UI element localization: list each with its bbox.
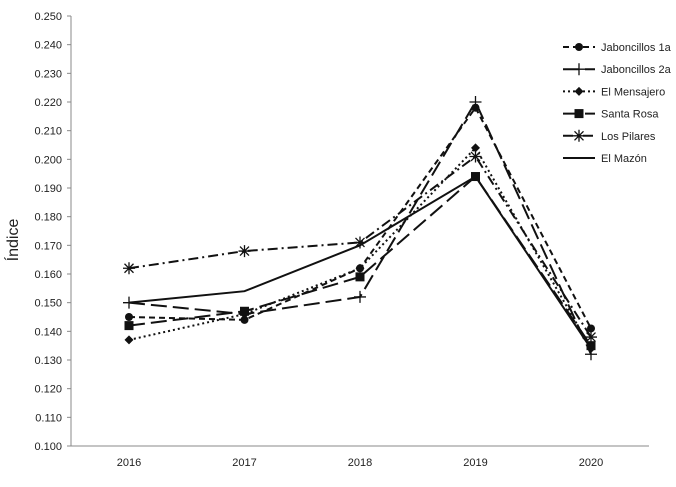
data-point [573,129,585,142]
y-tick-label: 0.170 [34,240,62,252]
legend-item: Jaboncillos 1a [563,42,672,54]
data-point [573,63,585,76]
legend-label: Santa Rosa [601,109,659,121]
legend: Jaboncillos 1a Jaboncillos 2a El Mensajero… [563,42,672,165]
data-point [469,96,482,108]
series-line [128,175,592,347]
data-point [471,143,480,153]
series-4 [123,150,597,344]
series-line [128,146,592,350]
y-tick-label: 0.100 [34,441,62,453]
data-point [354,290,366,303]
y-tick-label: 0.120 [34,384,62,396]
y-tick-label: 0.200 [34,154,62,166]
y-tick-label: 0.130 [34,355,62,367]
y-tick-label: 0.140 [34,326,62,338]
data-point [238,245,251,258]
legend-item: Los Pilares [563,129,656,143]
y-tick-label: 0.210 [34,126,62,138]
data-point [125,313,133,321]
y-tick-label: 0.110 [35,412,62,424]
legend-label: Jaboncillos 1a [601,42,672,54]
series-lines [123,96,597,361]
data-point [587,324,595,333]
legend-label: Jaboncillos 2a [601,64,672,76]
y-tick-label: 0.150 [34,298,62,310]
series-1 [123,96,597,361]
data-point [574,109,584,119]
data-point [354,236,366,249]
axes: 0.100 0.110 0.120 0.130 0.140 0.150 0.160 0.170… [34,11,649,469]
data-point [240,306,249,316]
data-point [575,43,583,51]
y-tick-label: 0.180 [34,212,62,224]
data-point [124,335,134,345]
series-line [128,155,592,338]
y-tick-label: 0.240 [34,40,62,52]
legend-label: El Mazón [601,153,647,165]
data-point [586,341,596,351]
series-5 [128,175,592,350]
data-point [355,272,365,282]
legend-item: El Mazón [563,153,647,165]
series-3 [124,172,596,351]
data-point [469,150,482,163]
x-tick-label: 2019 [463,457,487,469]
y-tick-label: 0.230 [34,68,62,80]
legend-label: Los Pilares [601,131,656,143]
series-line [128,175,592,350]
y-tick-label: 0.220 [34,97,62,109]
x-tick-label: 2017 [232,457,256,469]
y-tick-label: 0.160 [34,269,62,281]
legend-label: El Mensajero [601,86,665,98]
legend-item: Santa Rosa [563,109,659,121]
x-tick-label: 2020 [579,457,603,469]
data-point [574,86,584,96]
data-point [124,321,134,331]
x-tick-label: 2018 [348,457,372,469]
y-axis-title: Índice [3,219,22,262]
legend-item: Jaboncillos 2a [563,63,672,76]
legend-item: El Mensajero [563,86,665,98]
data-point [585,331,597,344]
y-tick-label: 0.190 [34,183,62,195]
x-tick-label: 2016 [117,457,141,469]
data-point [123,262,135,275]
data-point [355,263,365,273]
y-tick-label: 0.250 [34,11,62,23]
